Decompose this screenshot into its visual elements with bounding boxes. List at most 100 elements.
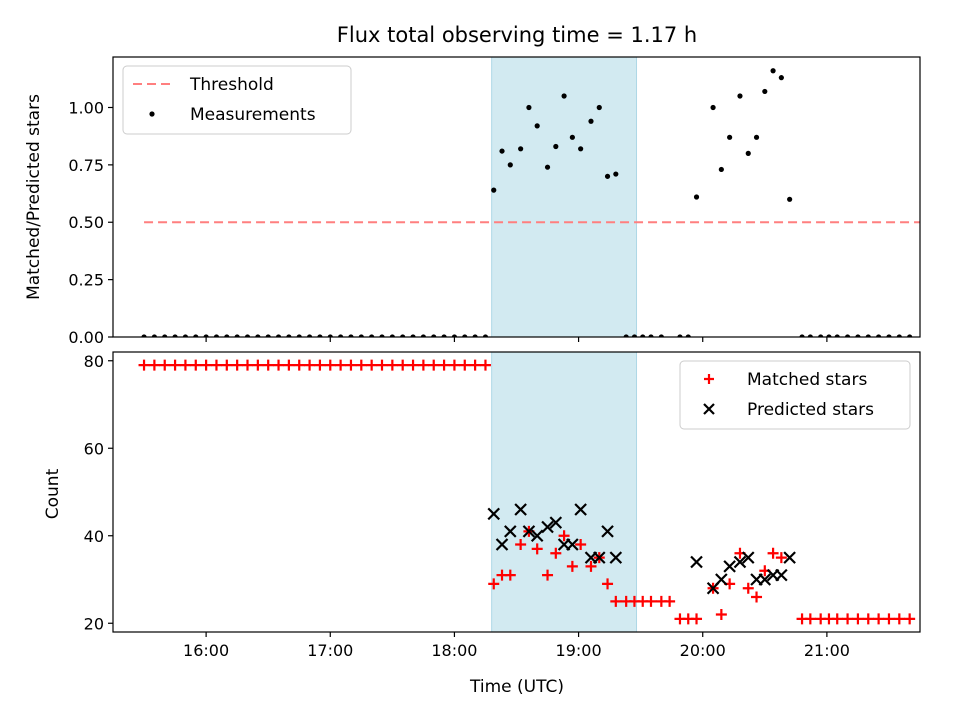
matched-stars-point xyxy=(190,359,202,371)
measurement-point xyxy=(193,334,199,337)
matched-stars-point xyxy=(179,359,191,371)
measurement-point xyxy=(369,334,375,337)
measurement-point xyxy=(658,334,664,337)
measurement-point xyxy=(876,334,882,337)
axes-frame xyxy=(112,56,921,338)
predicted-stars-point xyxy=(715,573,728,586)
observing-interval-shade xyxy=(491,57,637,337)
matched-stars-point xyxy=(804,613,816,625)
measurement-point xyxy=(855,334,861,337)
measurement-point xyxy=(534,123,540,129)
matched-stars-point xyxy=(355,359,367,371)
matched-stars-point xyxy=(417,359,429,371)
x-tick-label: 20:00 xyxy=(680,641,726,660)
measurement-point xyxy=(162,334,168,337)
measurement-point xyxy=(410,334,416,337)
measurement-point xyxy=(778,75,784,81)
measurement-point xyxy=(718,166,724,173)
measurement-point xyxy=(588,118,594,124)
predicted-stars-point xyxy=(758,573,772,586)
measurement-point xyxy=(623,334,629,337)
x-axis-label: Time (UTC) xyxy=(469,677,564,697)
measurement-point xyxy=(762,88,768,95)
predicted-stars-point xyxy=(592,551,606,564)
matched-stars-point xyxy=(842,613,854,625)
measurement-point xyxy=(327,334,333,337)
matched-stars-point xyxy=(376,359,388,371)
legend-x-swatch xyxy=(703,403,715,415)
measurement-point xyxy=(317,334,323,337)
chart-title: Flux total observing time = 1.17 h xyxy=(337,23,697,47)
x-tick-label: 21:00 xyxy=(804,641,850,660)
predicted-stars-point xyxy=(487,507,501,521)
matched-stars-point xyxy=(293,359,305,371)
measurement-point xyxy=(491,187,497,193)
y-tick-label: 0.00 xyxy=(68,328,104,347)
predicted-stars-point xyxy=(783,551,796,564)
measurement-point xyxy=(844,334,851,337)
measurement-point xyxy=(826,334,832,337)
measurement-point xyxy=(141,334,147,337)
matched-stars-point xyxy=(221,359,233,371)
axes-frame xyxy=(112,351,921,633)
predicted-stars-point xyxy=(566,538,579,551)
legend-label: Predicted stars xyxy=(747,400,874,420)
matched-stars-point xyxy=(566,560,578,572)
data-layer xyxy=(141,68,920,337)
y-tick-label: 1.00 xyxy=(68,98,104,117)
top-panel: 0.00 0.25 0.50 0.75 1.00 Threshold Measurement… xyxy=(68,56,921,347)
measurement-point xyxy=(224,334,230,337)
bottom-y-axis-label: Count xyxy=(43,468,63,519)
matched-stars-point xyxy=(314,359,326,371)
matched-stars-point xyxy=(585,560,597,572)
matched-stars-point xyxy=(304,359,316,371)
matched-stars-point xyxy=(273,359,285,371)
measurement-point xyxy=(693,194,700,200)
matched-stars-point xyxy=(324,359,336,371)
measurement-point xyxy=(358,334,364,337)
y-tick-label: 0.25 xyxy=(68,271,104,290)
legend-label: Matched stars xyxy=(747,370,867,390)
matched-stars-point xyxy=(664,595,676,607)
bottom-panel: 20 40 60 80 16:00 17:00 18:00 19:00 20:00 21:00 Ma… xyxy=(84,351,921,660)
measurement-point xyxy=(685,334,691,337)
predicted-stars-point xyxy=(495,538,509,551)
x-tick-label: 18:00 xyxy=(431,641,477,660)
matched-stars-point xyxy=(691,613,703,625)
measurement-point xyxy=(818,334,824,337)
measurement-point xyxy=(420,334,426,337)
measurement-point xyxy=(640,334,646,337)
predicted-stars-point xyxy=(514,503,527,516)
matched-stars-point xyxy=(610,595,622,607)
measurement-point xyxy=(338,334,344,337)
matched-stars-point xyxy=(751,591,763,603)
matched-stars-point xyxy=(767,547,779,559)
matched-stars-point xyxy=(148,359,160,371)
matched-stars-point xyxy=(515,539,527,550)
legend-label: Measurements xyxy=(190,105,316,125)
measurement-point xyxy=(441,334,447,337)
measurement-point xyxy=(737,93,743,99)
predicted-stars-point xyxy=(609,551,623,564)
legend-box xyxy=(679,360,911,430)
matched-stars-point xyxy=(210,359,222,371)
matched-stars-point xyxy=(283,359,295,371)
y-tick-label: 40 xyxy=(84,527,104,546)
y-tick-label: 20 xyxy=(84,614,104,633)
matched-stars-point xyxy=(550,547,562,559)
measurement-point xyxy=(907,334,913,337)
y-tick-label: 0.50 xyxy=(68,213,104,232)
predicted-stars-point xyxy=(741,551,755,564)
measurement-point xyxy=(710,104,716,111)
y-tick-label: 60 xyxy=(84,439,104,458)
top-y-axis-label: Matched/Predicted stars xyxy=(24,94,44,300)
matched-stars-point xyxy=(893,613,905,625)
x-tick-label: 17:00 xyxy=(307,641,353,660)
matched-stars-point xyxy=(645,595,657,607)
matched-stars-point xyxy=(575,539,587,550)
measurement-point xyxy=(507,162,513,168)
matched-stars-point xyxy=(831,613,843,625)
measurement-point xyxy=(753,134,760,140)
measurement-point xyxy=(799,334,805,337)
measurement-point xyxy=(677,334,683,337)
